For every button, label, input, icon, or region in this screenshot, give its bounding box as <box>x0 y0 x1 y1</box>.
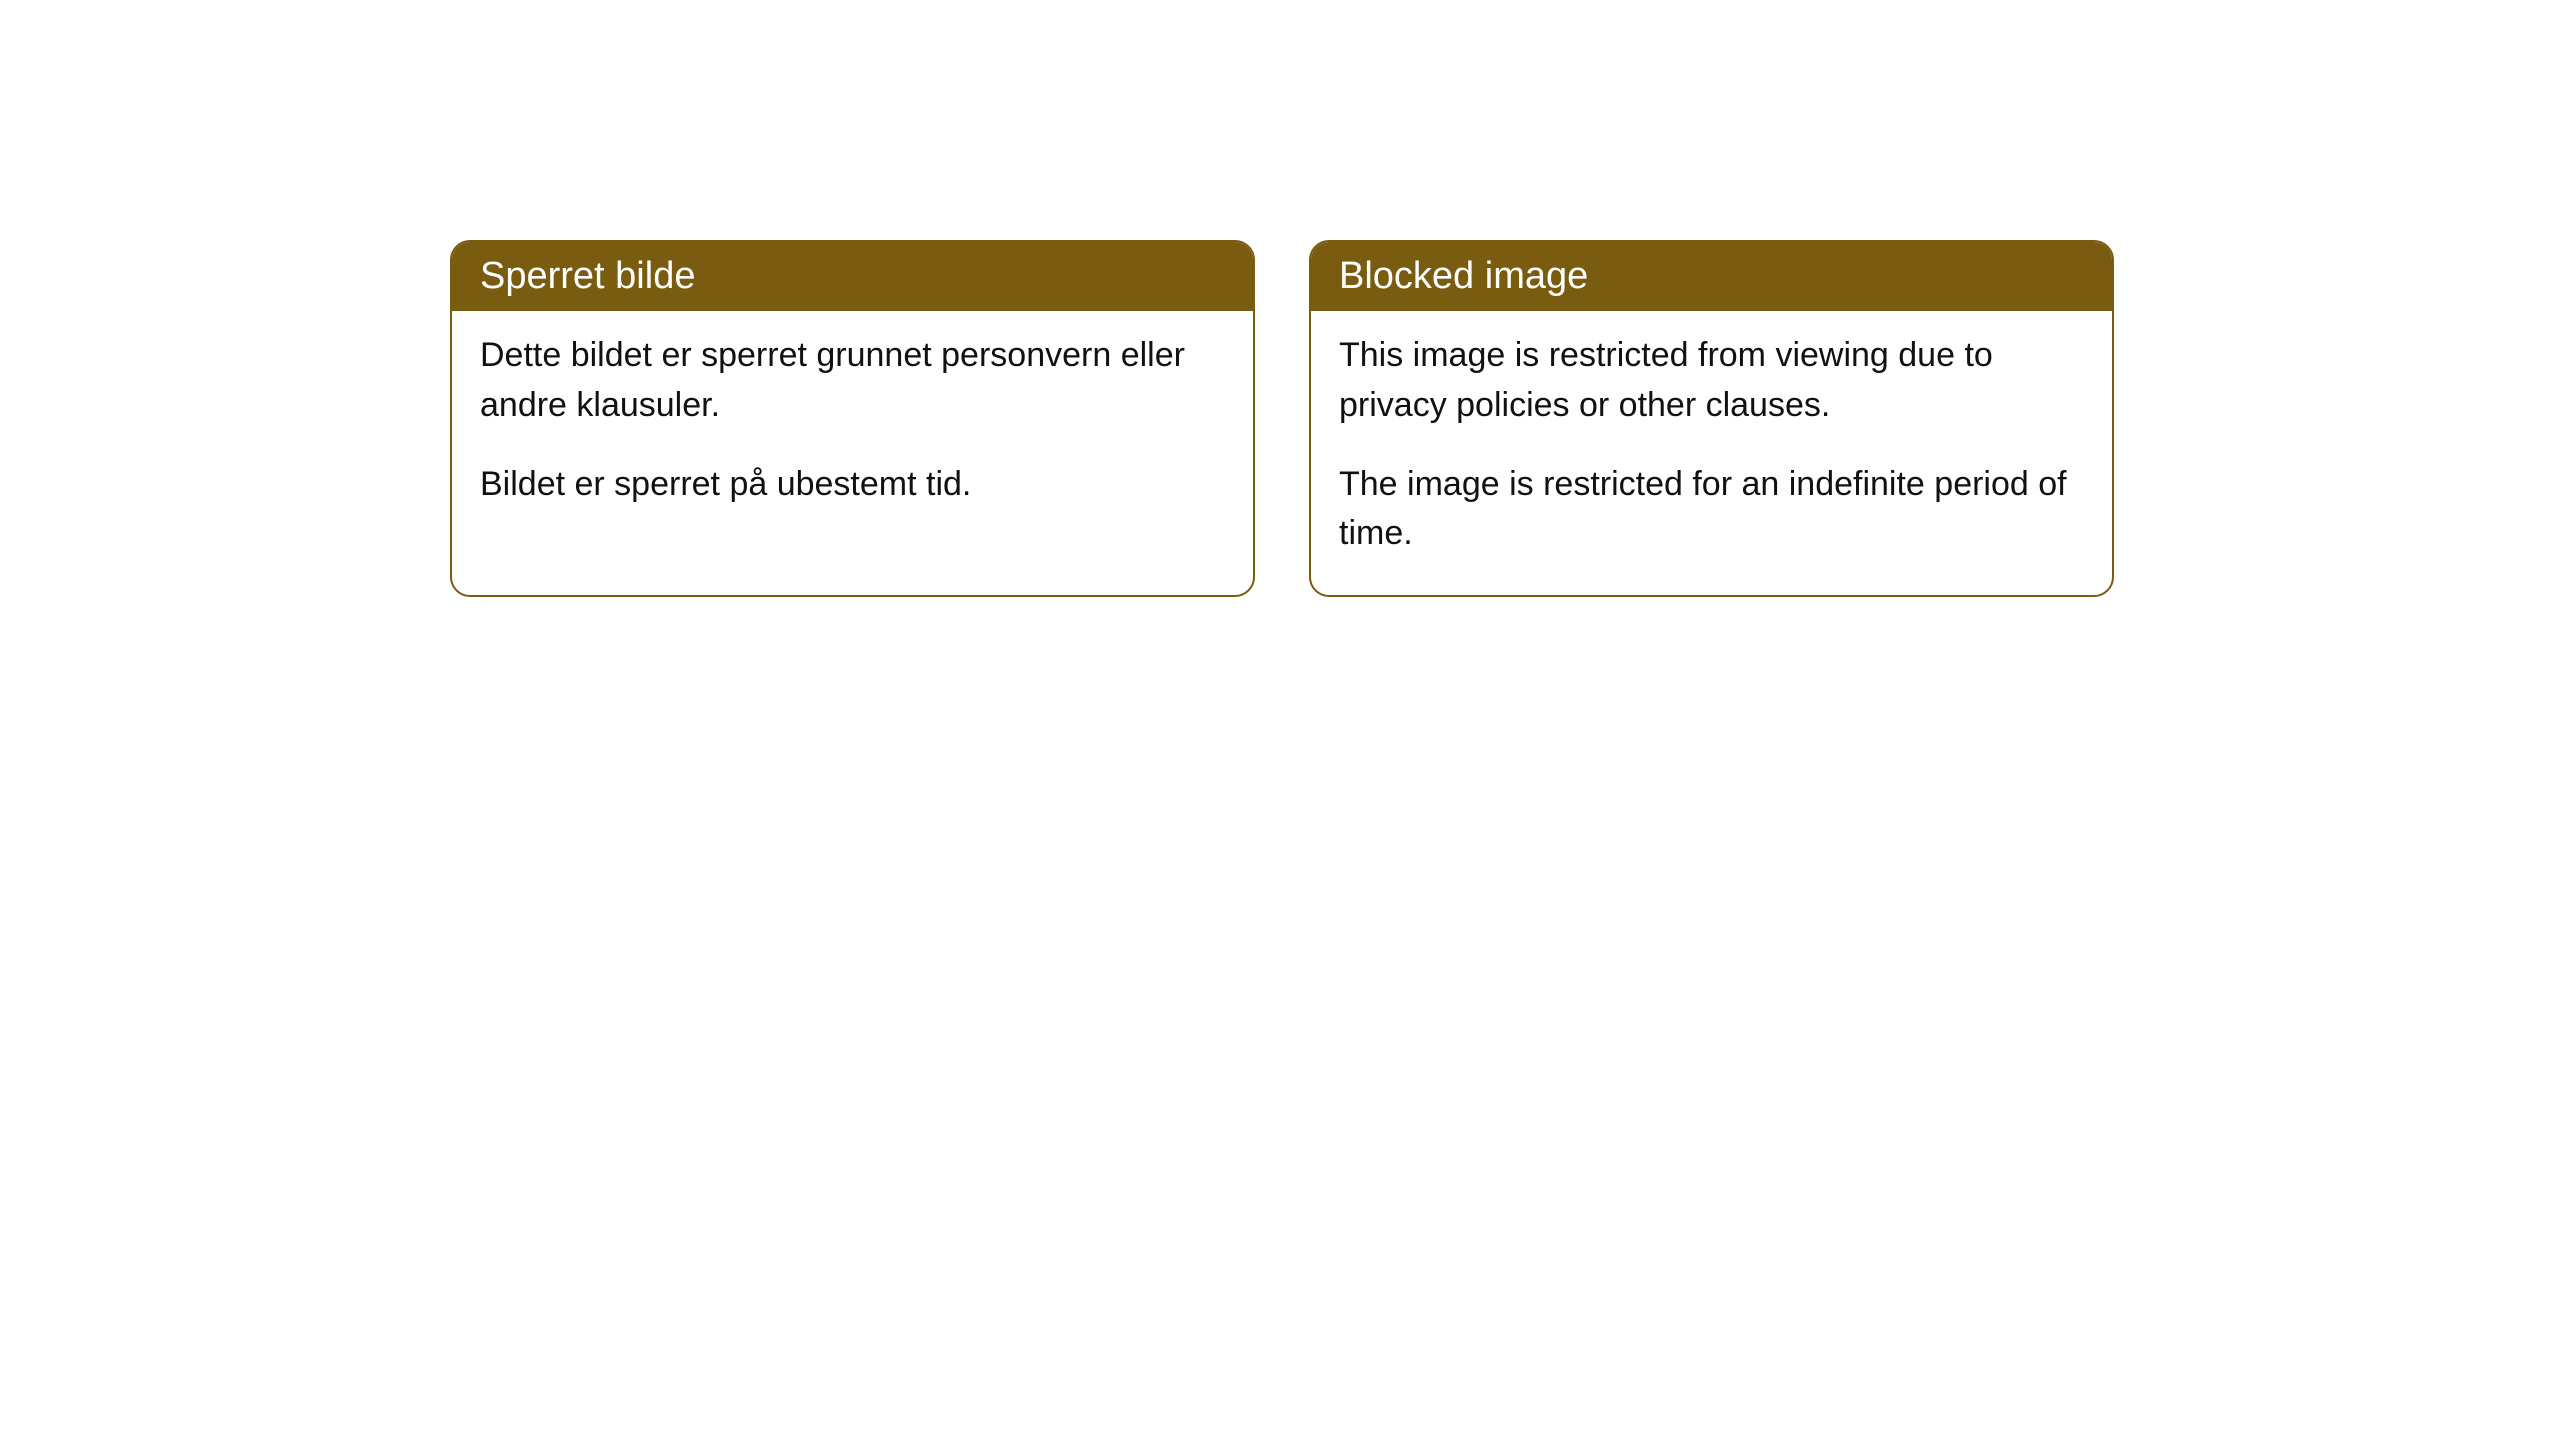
notice-box-norwegian: Sperret bilde Dette bildet er sperret gr… <box>450 240 1255 597</box>
notice-paragraph-1-english: This image is restricted from viewing du… <box>1339 331 2084 430</box>
notice-header-english: Blocked image <box>1311 242 2112 311</box>
notice-header-norwegian: Sperret bilde <box>452 242 1253 311</box>
notice-paragraph-1-norwegian: Dette bildet er sperret grunnet personve… <box>480 331 1225 430</box>
notice-title-norwegian: Sperret bilde <box>480 255 695 297</box>
notice-body-english: This image is restricted from viewing du… <box>1311 311 2112 594</box>
notice-title-english: Blocked image <box>1339 255 1588 297</box>
notice-container: Sperret bilde Dette bildet er sperret gr… <box>450 240 2114 597</box>
notice-paragraph-2-norwegian: Bildet er sperret på ubestemt tid. <box>480 460 1225 509</box>
notice-box-english: Blocked image This image is restricted f… <box>1309 240 2114 597</box>
notice-body-norwegian: Dette bildet er sperret grunnet personve… <box>452 311 1253 545</box>
notice-paragraph-2-english: The image is restricted for an indefinit… <box>1339 460 2084 559</box>
